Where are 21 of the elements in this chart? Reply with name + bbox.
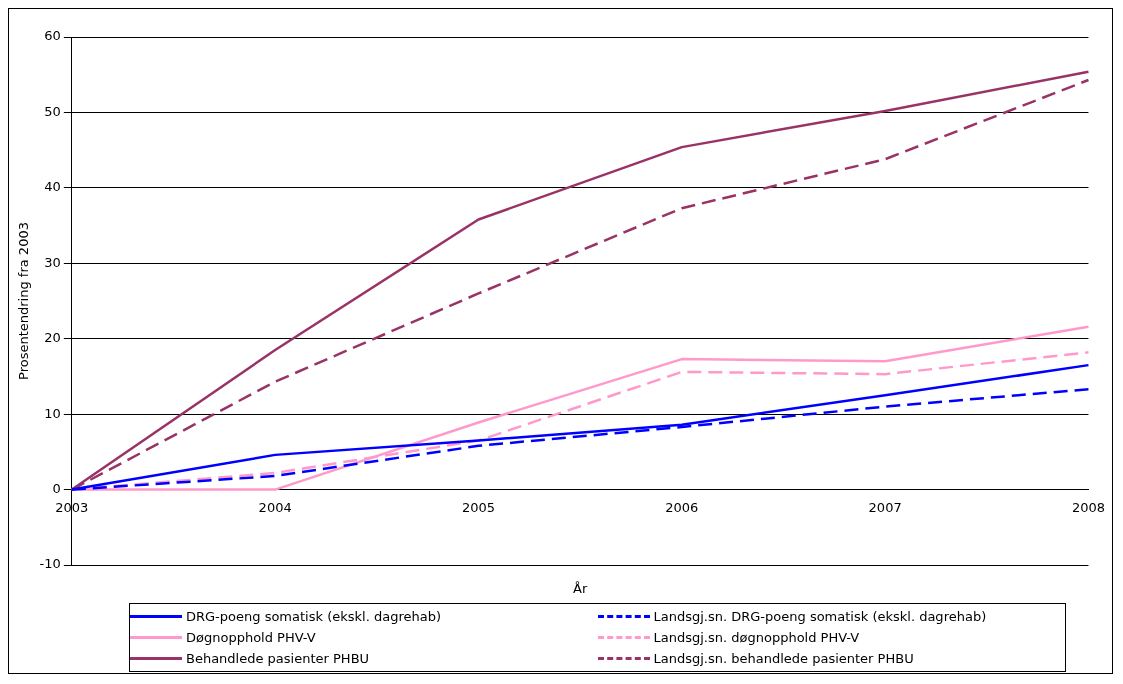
legend-label: Landsgj.sn. DRG-poeng somatisk (ekskl. dagrehab) (653, 609, 987, 624)
y-tick-label: 20 (44, 330, 61, 346)
y-tick-label: 10 (44, 405, 61, 421)
y-tick-label: 30 (44, 254, 61, 270)
x-tick-label: 2007 (868, 499, 902, 515)
y-tick-label: 50 (44, 103, 61, 119)
legend-label: Landsgj.sn. døgnopphold PHV-V (653, 630, 860, 645)
legend-label: Døgnopphold PHV-V (186, 630, 316, 645)
y-axis-title: Prosentendring fra 2003 (16, 222, 32, 380)
x-tick-label: 2008 (1071, 499, 1105, 515)
x-tick-label: 2006 (665, 499, 699, 515)
y-tick-label: 40 (44, 179, 61, 195)
legend-label: Landsgj.sn. behandlede pasienter PHBU (653, 651, 914, 666)
y-tick-label: 0 (52, 480, 61, 496)
x-tick-label: 2004 (258, 499, 292, 515)
y-tick-label: 60 (44, 28, 61, 44)
y-tick-label: -10 (39, 556, 61, 572)
legend-label: Behandlede pasienter PHBU (186, 651, 370, 666)
legend-label: DRG-poeng somatisk (ekskl. dagrehab) (186, 609, 441, 624)
x-axis-title: År (573, 581, 588, 596)
x-tick-label: 2005 (461, 499, 496, 515)
